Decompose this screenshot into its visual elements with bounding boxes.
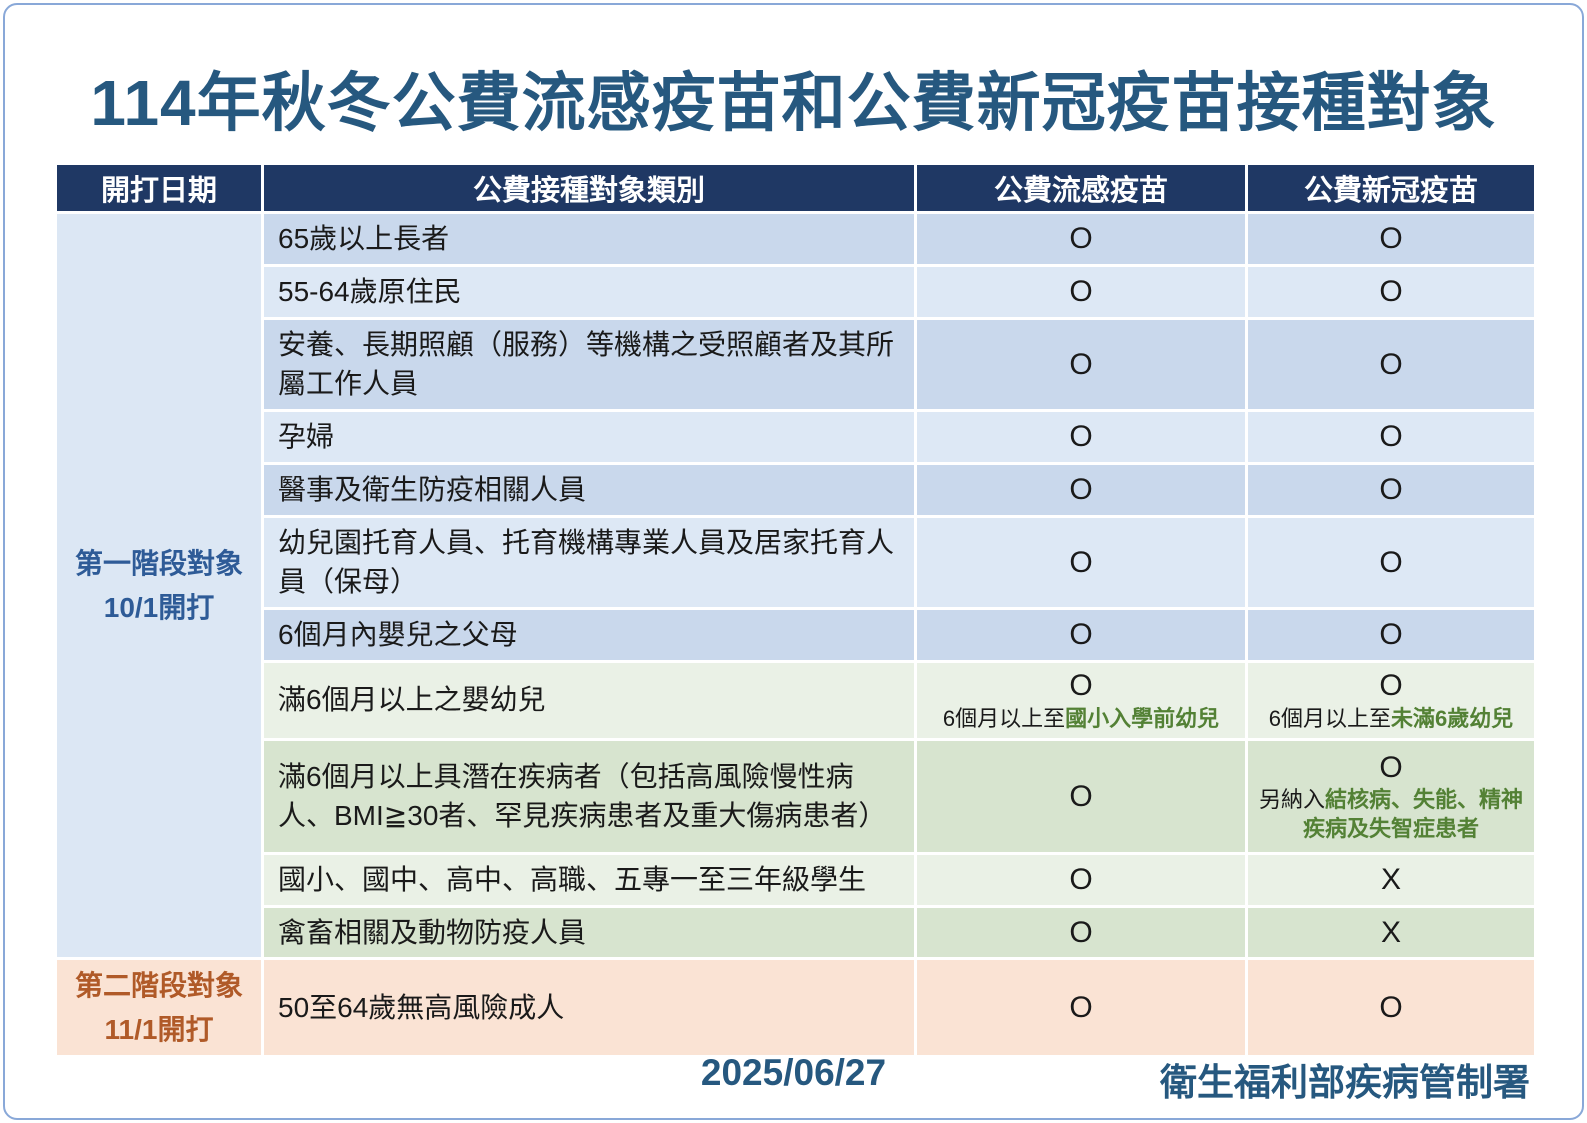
flu-mark: O	[1069, 618, 1093, 652]
flu-mark: O	[1069, 669, 1093, 703]
category-cell: 滿6個月以上之嬰幼兒	[264, 662, 914, 738]
flu-mark: O	[1069, 779, 1093, 813]
table-row: 禽畜相關及動物防疫人員 O X	[57, 907, 1534, 958]
table-row: 滿6個月以上具潛在疾病者（包括高風險慢性病人、BMI≧30者、罕見疾病患者及重大…	[57, 740, 1534, 852]
table-row: 第一階段對象 10/1開打 65歲以上長者 O O	[57, 214, 1534, 958]
stage-line2: 11/1開打	[104, 1013, 214, 1045]
flu-cell: O	[917, 740, 1245, 852]
covid-cell: X	[1248, 854, 1534, 905]
column-header: 開打日期	[57, 165, 261, 211]
covid-cell: O	[1248, 214, 1534, 264]
covid-mark: O	[1379, 669, 1403, 703]
flu-cell: O	[917, 854, 1245, 905]
table-header-row: 開打日期 公費接種對象類別 公費流感疫苗 公費新冠疫苗	[57, 165, 1534, 211]
flu-mark: O	[1069, 472, 1093, 506]
stage-line2: 10/1開打	[103, 591, 215, 623]
flu-note: 6個月以上至國小入學前幼兒	[923, 705, 1239, 734]
covid-cell: O	[1248, 610, 1534, 660]
category-cell: 65歲以上長者	[264, 214, 914, 264]
covid-cell: O	[1248, 960, 1534, 1056]
table-row: 滿6個月以上之嬰幼兒 O 6個月以上至國小入學前幼兒 O 6個月以上至未滿6歲幼…	[57, 662, 1534, 738]
vaccine-eligibility-table: 開打日期 公費接種對象類別 公費流感疫苗 公費新冠疫苗 第一階段對象 10/1開打 65…	[54, 162, 1537, 1058]
category-cell: 醫事及衛生防疫相關人員	[264, 464, 914, 515]
flu-mark: O	[1069, 274, 1093, 308]
flu-mark: O	[1069, 862, 1093, 896]
covid-cell: O 6個月以上至未滿6歲幼兒	[1248, 662, 1534, 738]
flu-mark: O	[1069, 347, 1093, 381]
flu-cell: O 6個月以上至國小入學前幼兒	[917, 662, 1245, 738]
flu-mark: O	[1069, 545, 1093, 579]
covid-mark: O	[1379, 274, 1403, 308]
table-row: 55-64歲原住民 O O	[57, 266, 1534, 317]
footer-date: 2025/06/27	[700, 1052, 887, 1093]
table-row: 孕婦 O O	[57, 412, 1534, 462]
covid-cell: O	[1248, 464, 1534, 515]
covid-cell: X	[1248, 907, 1534, 958]
flu-cell: O	[917, 907, 1245, 958]
flu-cell: O	[917, 610, 1245, 660]
stage-label-cell: 第二階段對象 11/1開打	[57, 960, 261, 1056]
note-prefix: 6個月以上至	[1268, 705, 1391, 731]
category-cell: 滿6個月以上具潛在疾病者（包括高風險慢性病人、BMI≧30者、罕見疾病患者及重大…	[264, 740, 914, 852]
flu-mark: O	[1069, 420, 1093, 454]
note-highlight: 未滿6歲幼兒	[1391, 705, 1514, 731]
note-prefix: 6個月以上至	[942, 705, 1066, 731]
covid-mark: O	[1379, 222, 1403, 256]
covid-mark: O	[1379, 545, 1403, 579]
column-header: 公費新冠疫苗	[1248, 165, 1534, 211]
covid-cell: O	[1248, 517, 1534, 607]
table-row: 第二階段對象 11/1開打 50至64歲無高風險成人 O O	[57, 960, 1534, 1056]
flu-mark: O	[1069, 915, 1093, 949]
covid-mark: X	[1380, 862, 1401, 896]
category-cell: 55-64歲原住民	[264, 266, 914, 317]
note-prefix: 另納入	[1258, 787, 1325, 813]
table-row: 幼兒園托育人員、托育機構專業人員及居家托育人員（保母） O O	[57, 517, 1534, 607]
flu-cell: O	[917, 214, 1245, 264]
note-highlight: 結核病、失能、精神疾病及失智症患者	[1302, 787, 1524, 841]
flu-cell: O	[917, 464, 1245, 515]
covid-mark: O	[1379, 347, 1403, 381]
flu-mark: O	[1069, 222, 1093, 256]
covid-note: 另納入結核病、失能、精神疾病及失智症患者	[1254, 786, 1528, 843]
column-header: 公費接種對象類別	[264, 165, 914, 211]
category-cell: 6個月內嬰兒之父母	[264, 610, 914, 660]
table-row: 6個月內嬰兒之父母 O O	[57, 610, 1534, 660]
stage-line1: 第一階段對象	[74, 548, 243, 580]
covid-mark: O	[1379, 472, 1403, 506]
table-body: 第一階段對象 10/1開打 65歲以上長者 O O 55-64歲原住民 O O 安…	[57, 214, 1534, 1056]
flu-cell: O	[917, 517, 1245, 607]
flu-cell: O	[917, 266, 1245, 317]
page-title: 114年秋冬公費流感疫苗和公費新冠疫苗接種對象	[90, 67, 1497, 139]
covid-cell: O 另納入結核病、失能、精神疾病及失智症患者	[1248, 740, 1534, 852]
covid-cell: O	[1248, 412, 1534, 462]
flu-cell: O	[917, 960, 1245, 1056]
category-cell: 幼兒園托育人員、托育機構專業人員及居家托育人員（保母）	[264, 517, 914, 607]
stage-line1: 第二階段對象	[74, 970, 243, 1002]
table-row: 安養、長期照顧（服務）等機構之受照顧者及其所屬工作人員 O O	[57, 319, 1534, 409]
covid-mark: O	[1379, 750, 1403, 784]
category-cell: 國小、國中、高中、高職、五專一至三年級學生	[264, 854, 914, 905]
flu-cell: O	[917, 412, 1245, 462]
column-header: 公費流感疫苗	[917, 165, 1245, 211]
table-row: 醫事及衛生防疫相關人員 O O	[57, 464, 1534, 515]
covid-mark: O	[1379, 420, 1403, 454]
covid-mark: O	[1379, 618, 1403, 652]
note-highlight: 國小入學前幼兒	[1065, 705, 1220, 731]
covid-cell: O	[1248, 266, 1534, 317]
category-cell: 禽畜相關及動物防疫人員	[264, 907, 914, 958]
flu-mark: O	[1069, 990, 1093, 1024]
covid-mark: O	[1379, 990, 1403, 1024]
flu-cell: O	[917, 319, 1245, 409]
footer-source: 衛生福利部疾病管制署	[1160, 1062, 1530, 1103]
covid-note: 6個月以上至未滿6歲幼兒	[1254, 705, 1528, 734]
table-row: 國小、國中、高中、高職、五專一至三年級學生 O X	[57, 854, 1534, 905]
category-cell: 50至64歲無高風險成人	[264, 960, 914, 1056]
covid-cell: O	[1248, 319, 1534, 409]
category-cell: 孕婦	[264, 412, 914, 462]
stage-label-cell: 第一階段對象 10/1開打	[57, 214, 261, 958]
covid-mark: X	[1380, 915, 1401, 949]
category-cell: 安養、長期照顧（服務）等機構之受照顧者及其所屬工作人員	[264, 319, 914, 409]
